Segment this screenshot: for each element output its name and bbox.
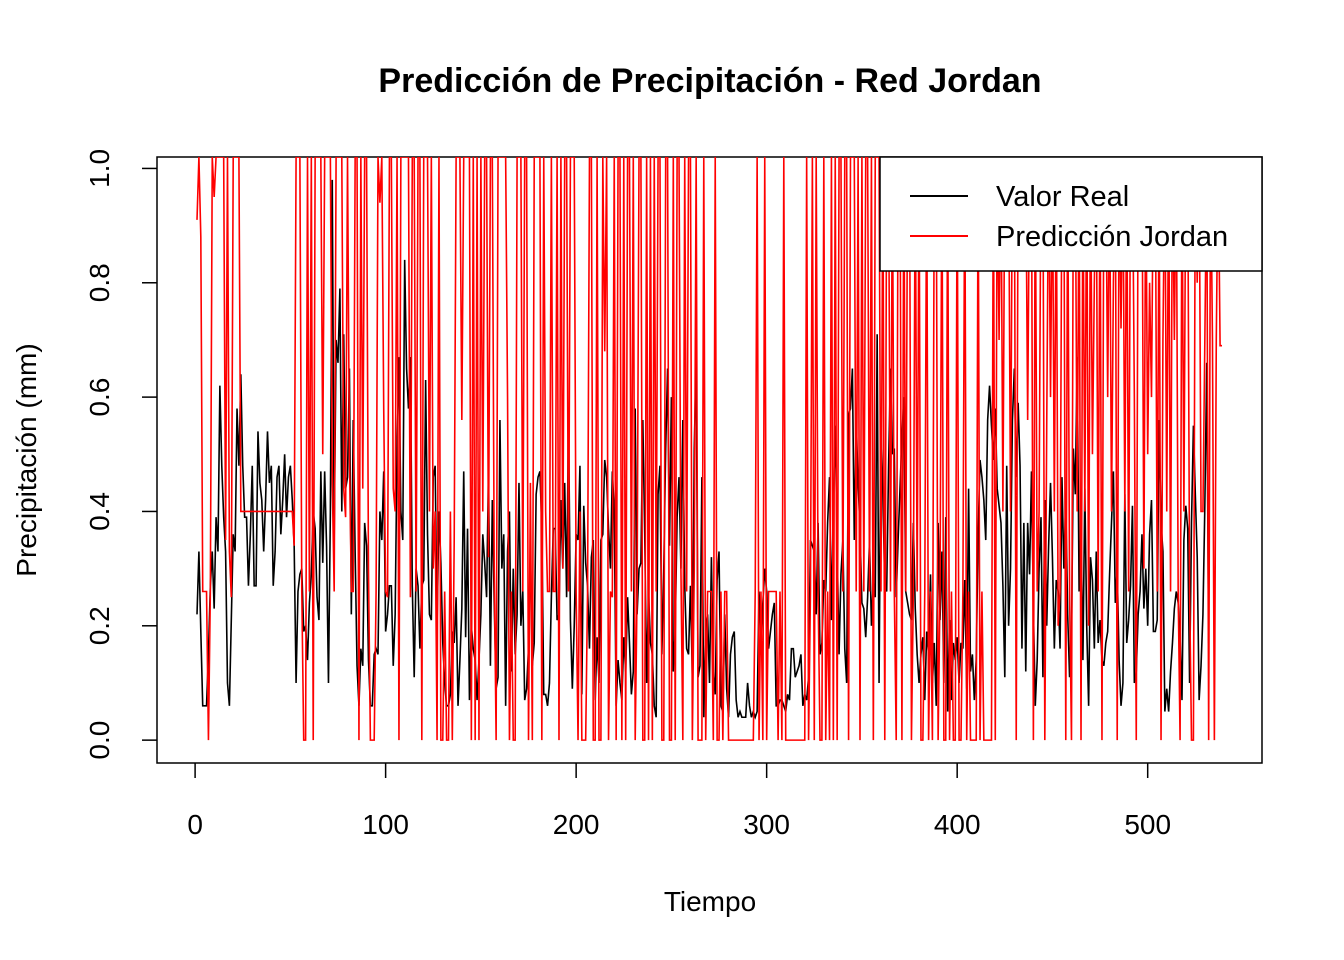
y-tick-label: 0.4	[84, 492, 115, 531]
x-axis-label: Tiempo	[664, 886, 756, 917]
legend-label-valor-real: Valor Real	[996, 181, 1129, 213]
x-tick-label: 100	[362, 809, 409, 840]
y-axis: 0.0 0.2 0.4 0.6 0.8 1.0	[84, 149, 157, 760]
series-layer	[196, 157, 1222, 741]
y-axis-label: Precipitación (mm)	[11, 343, 42, 576]
x-tick-label: 0	[187, 809, 203, 840]
y-tick-label: 0.8	[84, 263, 115, 302]
x-tick-label: 500	[1124, 809, 1171, 840]
y-tick-label: 0.0	[84, 721, 115, 760]
legend: Valor Real Predicción Jordan	[879, 156, 1263, 272]
x-tick-label: 300	[743, 809, 790, 840]
y-tick-label: 0.2	[84, 606, 115, 645]
y-tick-label: 0.6	[84, 378, 115, 417]
x-tick-label: 200	[553, 809, 600, 840]
legend-box	[879, 156, 1263, 272]
x-tick-label: 400	[934, 809, 981, 840]
plot-frame	[156, 156, 1263, 764]
chart-title: Predicción de Precipitación - Red Jordan	[378, 62, 1041, 100]
y-tick-label: 1.0	[84, 149, 115, 188]
series-line-prediccion-jordan	[196, 157, 1222, 741]
x-axis: 0 100 200 300 400 500	[187, 763, 1171, 840]
legend-label-prediccion-jordan: Predicción Jordan	[996, 221, 1228, 253]
